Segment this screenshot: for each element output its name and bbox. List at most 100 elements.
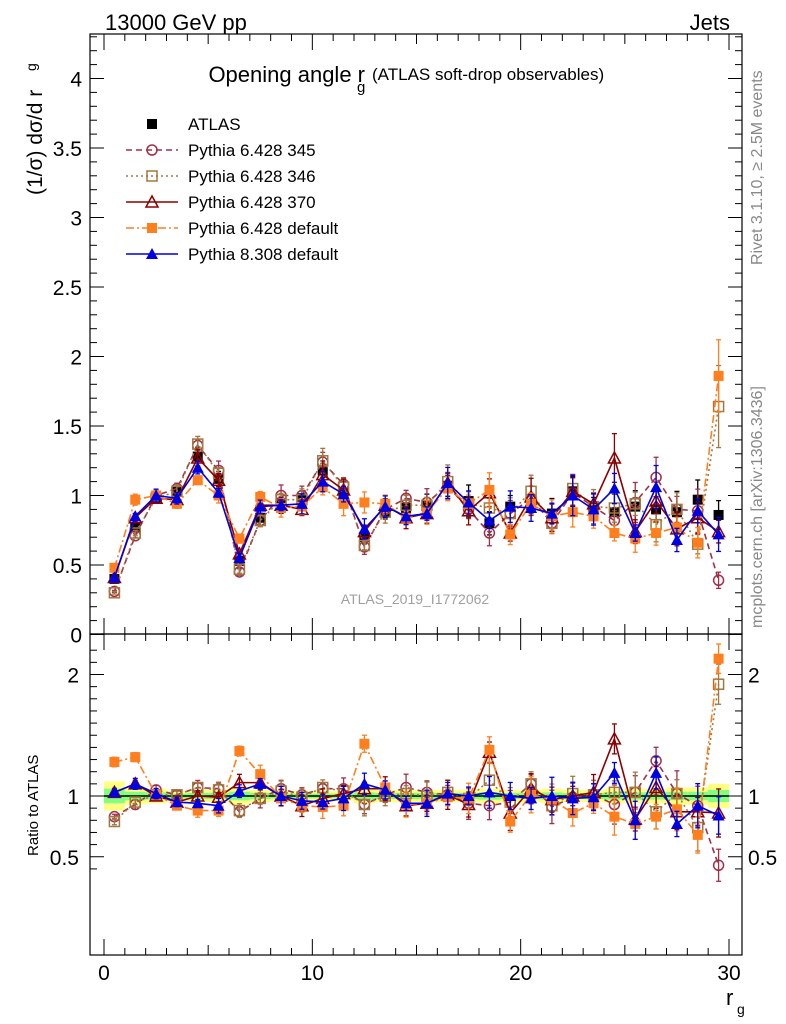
ratio-point <box>379 783 392 795</box>
plot-layer: 00.511.522.533.540.5 0.51 12 20 10 20 30ATLASP… <box>50 33 777 985</box>
x-axis-label: r g <box>726 985 745 1017</box>
ratio-point <box>671 804 682 815</box>
main-point <box>504 500 517 512</box>
ratio-point <box>129 796 141 808</box>
title-paren: (ATLAS soft-drop observables) <box>372 65 604 84</box>
legend-label: Pythia 6.428 346 <box>188 167 316 186</box>
main-point <box>255 491 266 502</box>
main-point <box>484 484 495 495</box>
main-point <box>295 497 308 509</box>
ratio-line-pythia-6-428-345 <box>114 759 720 866</box>
ratio-point <box>420 797 433 809</box>
main-point <box>691 504 704 516</box>
ratio-y-label: Ratio to ATLAS <box>25 755 42 856</box>
main-point <box>609 528 620 539</box>
main-point <box>420 507 433 519</box>
main-point <box>629 527 642 539</box>
x-tick-label: 0 <box>98 962 110 985</box>
legend-marker <box>147 119 157 129</box>
ratio-point <box>441 787 454 799</box>
main-point <box>170 492 183 504</box>
ratio-point <box>358 798 371 811</box>
legend-marker <box>147 223 157 233</box>
rivet-label: Rivet 3.1.10, ≥ 2.5M events <box>749 70 766 265</box>
ratio-point <box>504 790 517 801</box>
main-point <box>109 562 120 573</box>
main-point <box>108 571 121 583</box>
main-line-pythia-6-428-346 <box>113 406 720 594</box>
ratio-point <box>129 777 142 789</box>
ratio-line-pythia-6-428-default <box>114 658 720 837</box>
main-point <box>712 574 725 587</box>
ratio-point <box>254 777 267 789</box>
ratio-point <box>525 792 538 804</box>
ratio-point <box>712 678 725 690</box>
main-point <box>525 502 538 514</box>
ratio-point <box>712 859 725 872</box>
legend-marker <box>144 194 160 208</box>
main-line-pythia-6-428-default <box>113 375 720 569</box>
ratio-series-pythia-8-308-default <box>108 756 725 840</box>
legend-label: ATLAS <box>188 115 241 134</box>
ratio-point <box>587 791 600 803</box>
main-point <box>587 503 600 515</box>
ratio-point <box>712 809 725 821</box>
legend-label: Pythia 8.308 default <box>188 245 339 264</box>
main-point <box>316 475 329 487</box>
legend-item-pythia-6-428-default: Pythia 6.428 default <box>126 219 339 238</box>
legend-item-pythia-6-428-346: Pythia 6.428 346 <box>126 167 316 186</box>
category-label: Jets <box>690 10 730 35</box>
legend-label: Pythia 6.428 345 <box>188 141 316 160</box>
main-point <box>275 499 288 511</box>
ratio-point <box>608 766 621 778</box>
ratio-point <box>108 815 121 828</box>
ratio-point <box>254 792 266 805</box>
x-axis: 0 10 20 30 <box>98 34 741 985</box>
main-point <box>566 489 579 501</box>
ratio-point <box>337 792 350 804</box>
y-tick-label: 4 <box>70 69 82 92</box>
ratio-point <box>545 790 558 801</box>
main-point <box>150 489 163 501</box>
ratio-point <box>648 779 664 794</box>
ratio-y-axis: 0.5 0.5 1 1 2 2 <box>50 649 777 870</box>
legend-item-atlas: ATLAS <box>147 115 241 134</box>
y-label-main: (1/σ) dσ/d r <box>24 90 47 195</box>
ratio-point <box>608 786 621 799</box>
ratio-point <box>316 796 329 808</box>
y-tick-label: 2 <box>70 347 82 370</box>
main-point <box>400 510 413 522</box>
y-axis-label: (1/σ) dσ/d r g <box>23 63 47 195</box>
main-point <box>713 509 724 520</box>
y-tick-label: 3 <box>70 208 82 231</box>
ratio-y-tick-label: 2 <box>748 665 760 688</box>
y-tick-label: 3.5 <box>53 138 82 161</box>
legend-item-pythia-6-428-370: Pythia 6.428 370 <box>126 193 316 212</box>
main-point <box>191 461 204 473</box>
legend-marker <box>146 248 158 259</box>
ratio-point <box>150 787 163 799</box>
ratio-line-pythia-8-308-default <box>114 770 719 826</box>
legend-item-pythia-6-428-345: Pythia 6.428 345 <box>126 141 316 160</box>
legend-marker <box>146 144 158 156</box>
main-point <box>234 533 245 544</box>
main-point <box>713 370 724 381</box>
main-point <box>670 533 683 545</box>
ratio-line-pythia-6-428-346 <box>113 684 720 830</box>
mcplots-label: mcplots.cern.ch [arXiv:1306.3436] <box>749 386 766 628</box>
ratio-point <box>170 796 183 808</box>
ratio-point <box>651 811 662 822</box>
ratio-point <box>462 790 475 801</box>
main-point <box>607 450 622 464</box>
ratio-y-tick-label: 0.5 <box>748 847 777 870</box>
x-tick-label: 20 <box>509 962 532 985</box>
ratio-point <box>629 786 641 799</box>
ratio-point <box>691 799 704 811</box>
ratio-point <box>295 794 308 806</box>
y-tick-label: 0 <box>70 625 82 648</box>
x-label-main: r <box>726 985 733 1010</box>
main-point <box>129 510 142 522</box>
ratio-point <box>109 756 120 767</box>
title-sub: g <box>357 79 365 96</box>
ratio-series-group <box>107 643 726 882</box>
